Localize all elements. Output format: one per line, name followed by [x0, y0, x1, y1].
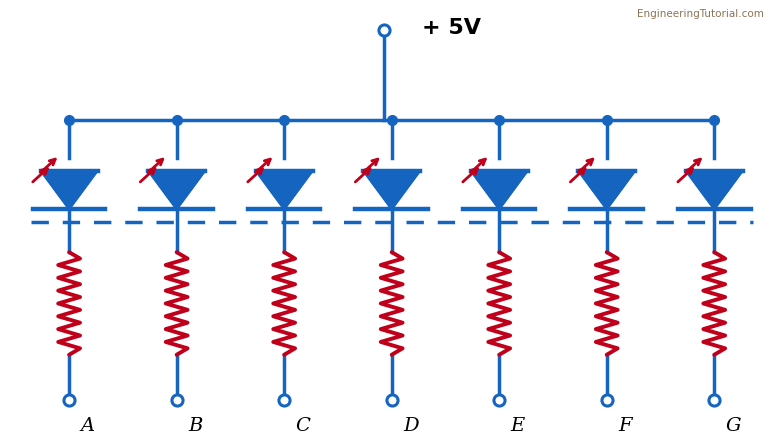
Polygon shape — [686, 171, 743, 209]
Text: EngineeringTutorial.com: EngineeringTutorial.com — [637, 9, 764, 18]
Text: F: F — [618, 417, 632, 435]
Text: E: E — [511, 417, 525, 435]
Text: + 5V: + 5V — [422, 18, 482, 38]
Polygon shape — [148, 171, 205, 209]
Polygon shape — [578, 171, 635, 209]
Polygon shape — [363, 171, 420, 209]
Text: G: G — [726, 417, 741, 435]
Polygon shape — [471, 171, 528, 209]
Text: B: B — [188, 417, 203, 435]
Text: C: C — [296, 417, 310, 435]
Text: D: D — [403, 417, 419, 435]
Polygon shape — [256, 171, 313, 209]
Polygon shape — [41, 171, 98, 209]
Text: A: A — [81, 417, 94, 435]
